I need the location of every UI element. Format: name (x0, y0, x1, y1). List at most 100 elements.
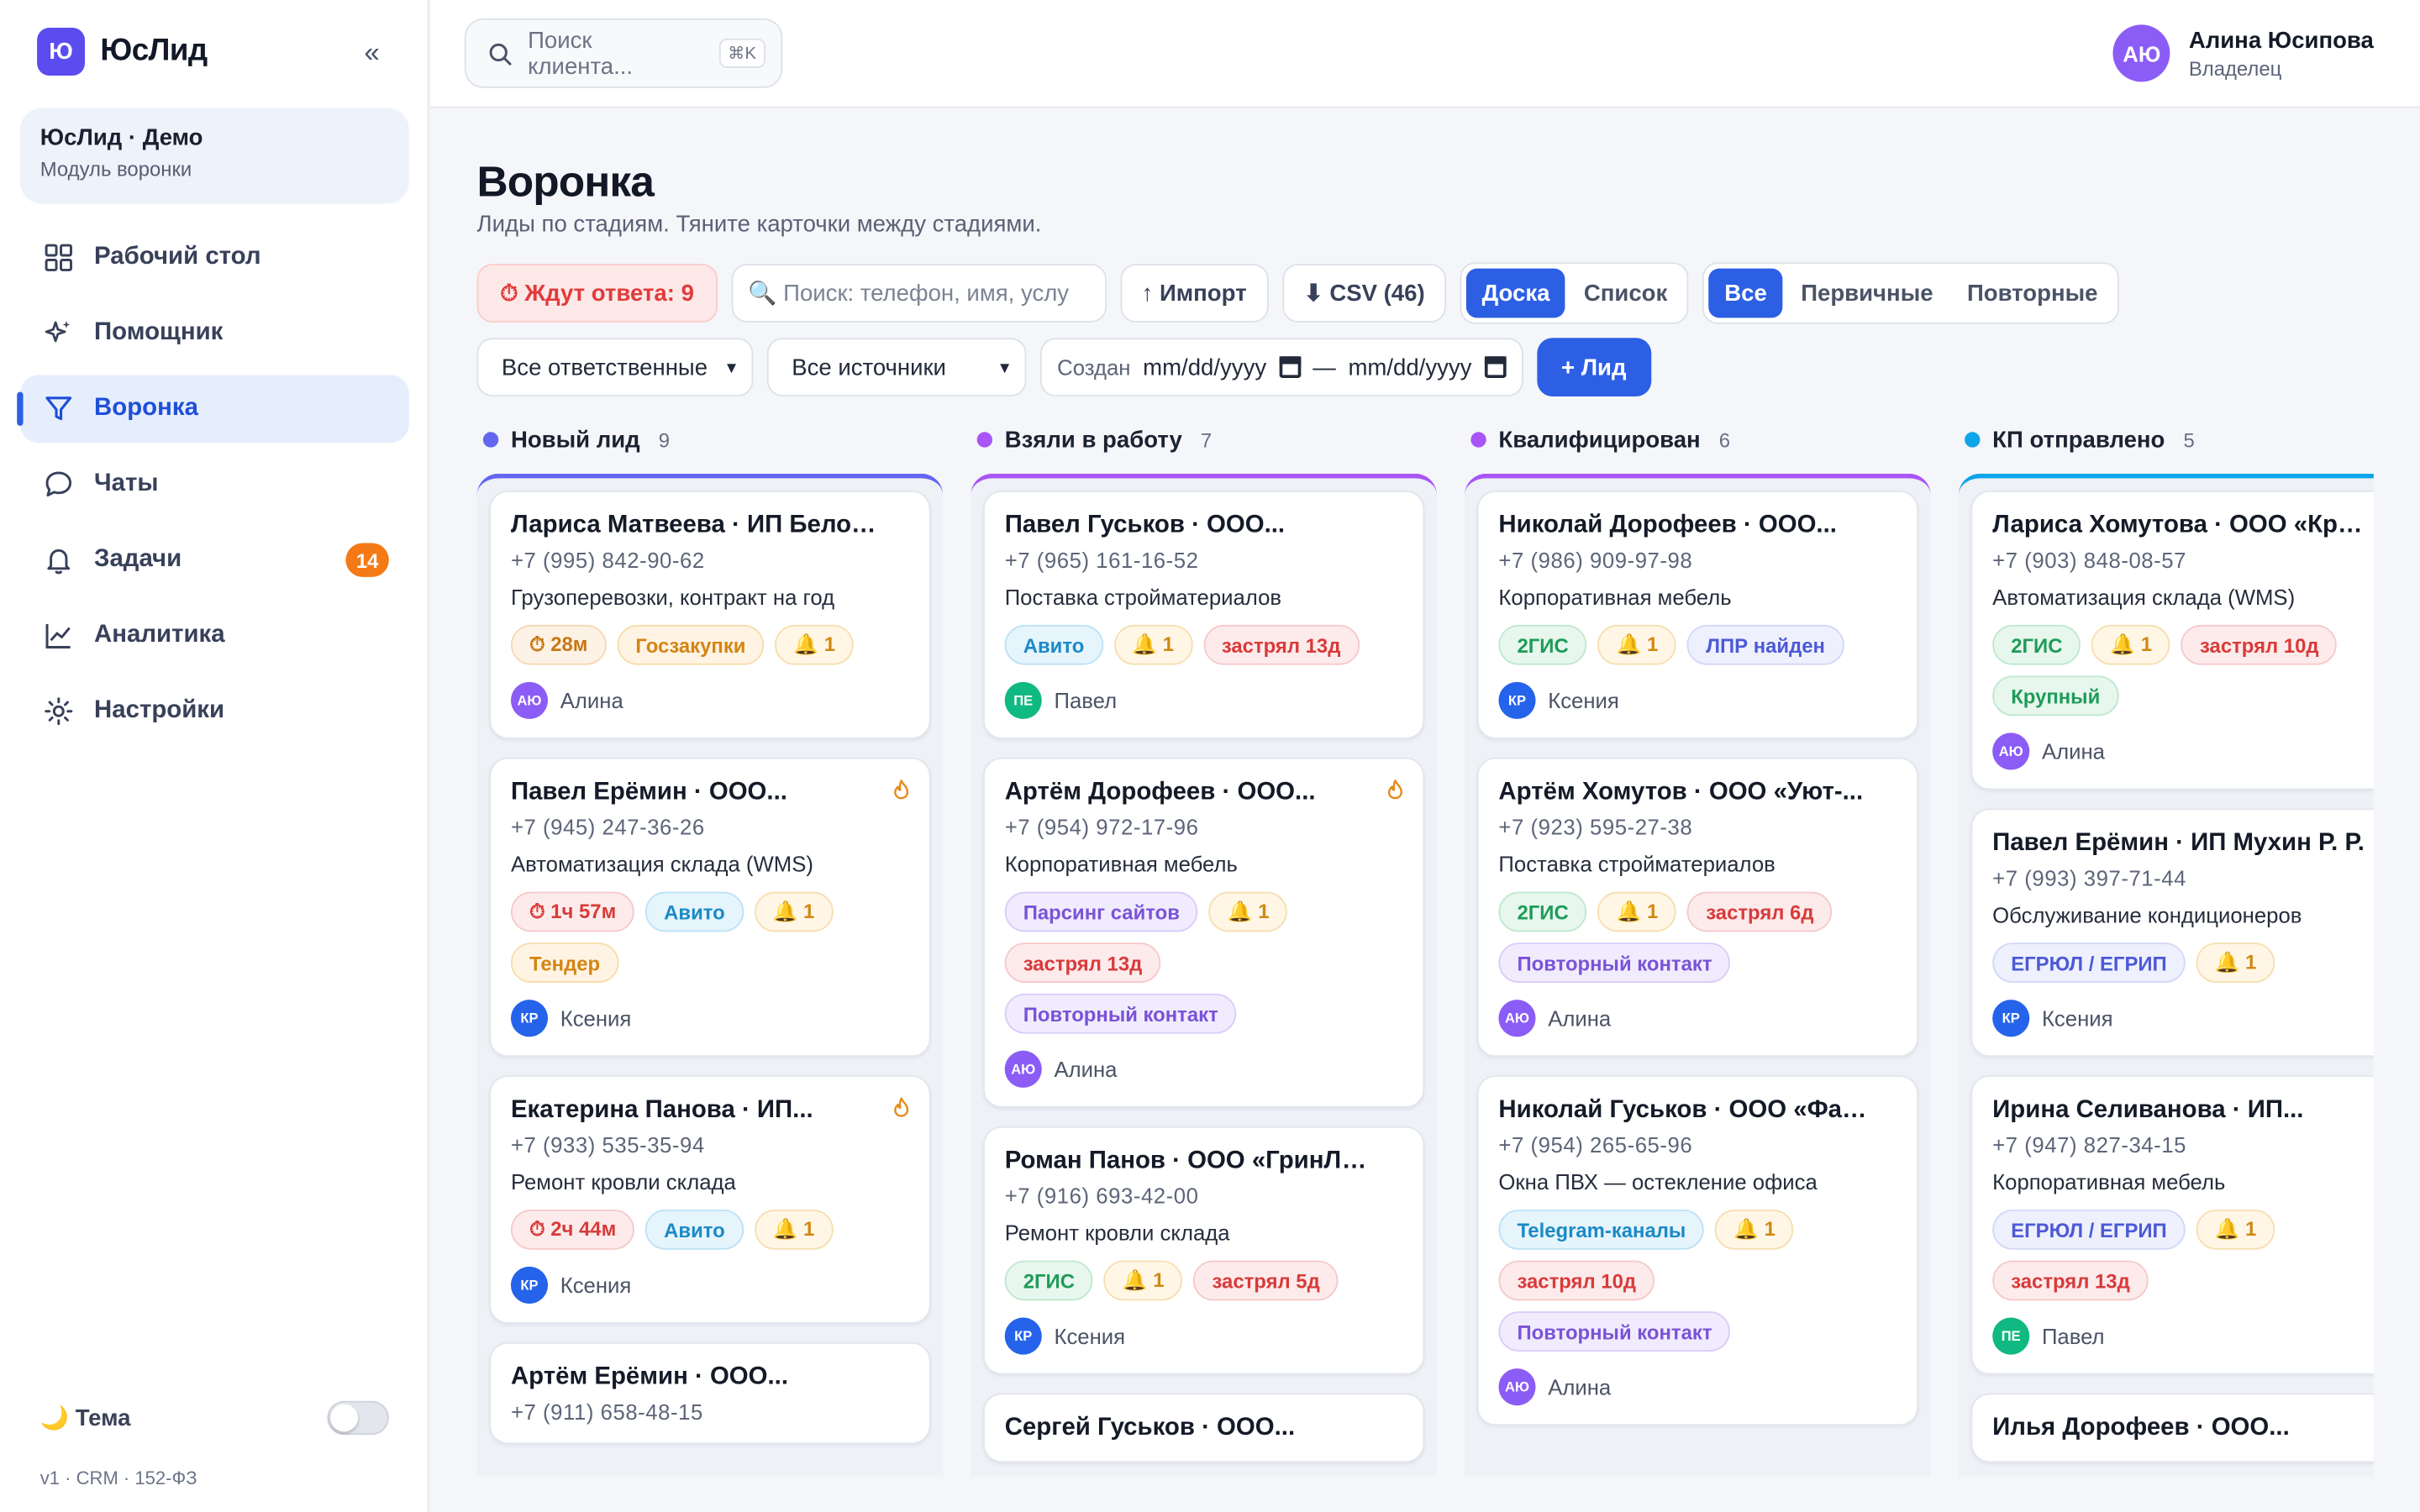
lead-card[interactable]: Павел Гуськов · ООО... +7 (965) 161-16-52… (982, 491, 1425, 739)
lead-description: Окна ПВХ — остекление офиса (1498, 1169, 1818, 1194)
stage-header: Новый лид 9 (477, 424, 944, 455)
import-button[interactable]: ↑ Импорт (1119, 264, 1269, 323)
date-to-input[interactable]: mm/dd/yyyy (1348, 354, 1472, 381)
user-menu[interactable]: АЮ Алина Юсипова Владелец (2112, 24, 2374, 82)
source-select[interactable]: Все источники ▾ (766, 338, 1027, 397)
lead-phone: +7 (933) 535-35-94 (510, 1132, 705, 1158)
sidebar-item-chat[interactable]: Чаты (20, 450, 409, 518)
sidebar-item-label: Рабочий стол (94, 244, 261, 270)
lead-phone: +7 (954) 972-17-96 (1004, 814, 1199, 840)
lead-card[interactable]: Екатерина Панова · ИП... +7 (933) 535-35-… (489, 1075, 931, 1324)
workspace-card[interactable]: ЮсЛид · Демо Модуль воронки (19, 108, 409, 204)
stage-dropzone[interactable]: Николай Дорофеев · ООО... +7 (986) 909-97… (1465, 473, 1931, 1477)
stage-color-dot (976, 432, 992, 448)
view-toggle: Доска Список (1460, 262, 1690, 324)
lead-description: Автоматизация склада (WMS) (510, 851, 813, 877)
stage-header: Взяли в работу 7 (971, 424, 1437, 455)
lead-owner: АЮ Алина (1498, 1000, 1897, 1037)
lead-owner: ПЕ Павел (1004, 681, 1403, 719)
lead-card[interactable]: Павел Ерёмин · ИП Мухин Р. Р. +7 (993) 39… (1970, 808, 2374, 1058)
filter-all-button[interactable]: Все (1708, 268, 1783, 318)
lead-phone: +7 (954) 265-65-96 (1498, 1132, 1693, 1158)
calendar-icon[interactable] (1484, 356, 1506, 378)
lead-tag: застрял 6д (1687, 891, 1833, 932)
brand[interactable]: Ю ЮсЛид (37, 28, 208, 76)
avatar: КР (510, 1266, 549, 1305)
awaiting-reply-filter[interactable]: ⏱ Ждут ответа: 9 (476, 264, 718, 323)
add-lead-button[interactable]: + Лид (1536, 338, 1651, 397)
client-search-input[interactable]: Поиск клиента... ⌘K (464, 18, 783, 88)
sidebar-item-label: Чаты (94, 470, 159, 497)
date-from-input[interactable]: mm/dd/yyyy (1143, 354, 1267, 381)
stage-dropzone[interactable]: Лариса Матвеева · ИП Белов Д... +7 (995) … (476, 473, 944, 1477)
brand-logo: Ю (37, 28, 86, 76)
sidebar-item-gear[interactable]: Настройки (20, 677, 409, 745)
collapse-sidebar-icon[interactable]: « (364, 36, 380, 67)
lead-tag: застрял 13д (1004, 942, 1161, 983)
lead-card[interactable]: Лариса Хомутова · ООО «Кров... +7 (903) 8… (1970, 491, 2374, 790)
view-list-button[interactable]: Список (1583, 280, 1668, 307)
lead-description: Автоматизация склада (WMS) (1992, 585, 2296, 610)
lead-tag: 2ГИС (1004, 1260, 1094, 1301)
filter-primary-button[interactable]: Первичные (1801, 280, 1933, 307)
sidebar-item-chart[interactable]: Аналитика (20, 601, 409, 669)
lead-card[interactable]: Артём Ерёмин · ООО... +7 (911) 658-48-15 (489, 1341, 931, 1445)
lead-card[interactable]: Роман Панов · ООО «ГринЛайт» +7 (916) 693… (982, 1126, 1425, 1375)
filter-repeat-button[interactable]: Повторные (1966, 280, 2098, 307)
lead-tag: 🔔 1 (1597, 624, 1677, 665)
lead-tags: 2ГИС 🔔 1 ЛПР найден (1498, 624, 1897, 665)
lead-card[interactable]: Илья Дорофеев · ООО... (1970, 1393, 2374, 1463)
lead-card[interactable]: Сергей Гуськов · ООО... (982, 1393, 1425, 1463)
stage-header: Квалифицирован 6 (1465, 424, 1931, 455)
lead-description: Ремонт кровли склада (1004, 1220, 1230, 1246)
lead-tag: 🔔 1 (1113, 624, 1192, 665)
search-icon (489, 42, 512, 65)
lead-title: Павел Гуськов · ООО... (1004, 512, 1286, 539)
owner-name: Павел (1054, 688, 1118, 713)
sidebar-item-funnel[interactable]: Воронка (17, 375, 409, 444)
stage-dropzone[interactable]: Павел Гуськов · ООО... +7 (965) 161-16-52… (971, 473, 1437, 1477)
stage-name: Новый лид (510, 426, 640, 454)
sidebar-item-bell[interactable]: Задачи 14 (20, 526, 409, 594)
view-board-button[interactable]: Доска (1466, 268, 1565, 318)
stage-column: Взяли в работу 7 Павел Гуськов · ООО... +7 … (971, 424, 1437, 1481)
hot-lead-icon (1387, 780, 1402, 804)
page-title: Воронка (476, 157, 655, 206)
lead-tags: 2ГИС 🔔 1 застрял 5д (1004, 1260, 1403, 1301)
grid-icon (42, 241, 76, 275)
lead-card[interactable]: Николай Дорофеев · ООО... +7 (986) 909-97… (1476, 491, 1919, 739)
sidebar-item-sparkle[interactable]: Помощник (20, 299, 409, 367)
lead-card[interactable]: Ирина Селиванова · ИП... +7 (947) 827-34-… (1970, 1075, 2374, 1375)
csv-export-button[interactable]: ⬇ CSV (46) (1281, 264, 1447, 323)
lead-card[interactable]: Лариса Матвеева · ИП Белов Д... +7 (995) … (489, 491, 931, 739)
lead-phone: +7 (986) 909-97-98 (1498, 548, 1693, 573)
lead-card[interactable]: Артём Дорофеев · ООО... +7 (954) 972-17-9… (982, 757, 1425, 1108)
lead-title: Николай Дорофеев · ООО... (1498, 512, 1837, 539)
stage-dropzone[interactable]: Лариса Хомутова · ООО «Кров... +7 (903) 8… (1958, 473, 2374, 1477)
theme-toggle[interactable] (327, 1400, 389, 1436)
created-label: Создан (1057, 354, 1131, 380)
owner-select[interactable]: Все ответственные ▾ (476, 338, 754, 397)
lead-title: Павел Ерёмин · ООО... (510, 779, 787, 806)
lead-description: Грузоперевозки, контракт на год (510, 585, 835, 610)
sidebar-nav: Рабочий стол Помощник Воронка Чаты Задачи 14 А… (17, 223, 409, 753)
lead-tag: Авито (645, 891, 744, 932)
lead-card[interactable]: Николай Гуськов · ООО «Фаса... +7 (954) 2… (1476, 1075, 1919, 1426)
lead-description: Поставка стройматериалов (1498, 851, 1776, 877)
lead-tags: Парсинг сайтов 🔔 1 застрял 13д Повторный ко… (1004, 891, 1403, 1034)
lead-tag: 🔔 1 (2196, 942, 2275, 983)
lead-card[interactable]: Павел Ерёмин · ООО... +7 (945) 247-36-26 А… (489, 757, 931, 1058)
lead-owner: АЮ Алина (510, 681, 909, 719)
lead-owner: КР Ксения (510, 1000, 909, 1037)
lead-card[interactable]: Артём Хомутов · ООО «Уют-... +7 (923) 595… (1476, 757, 1919, 1058)
avatar: АЮ (1004, 1050, 1042, 1088)
stage-count: 5 (2183, 428, 2195, 452)
owner-name: Алина (560, 688, 623, 713)
lead-search-input[interactable]: 🔍 Поиск: телефон, имя, услу (730, 264, 1107, 323)
lead-description: Поставка стройматериалов (1004, 585, 1282, 610)
avatar: ПЕ (1004, 681, 1042, 719)
sidebar-item-grid[interactable]: Рабочий стол (20, 223, 409, 291)
calendar-icon[interactable] (1278, 356, 1301, 378)
lead-tag: ЕГРЮЛ / ЕГРИП (1992, 1209, 2186, 1250)
stage-color-dot (1470, 432, 1486, 448)
